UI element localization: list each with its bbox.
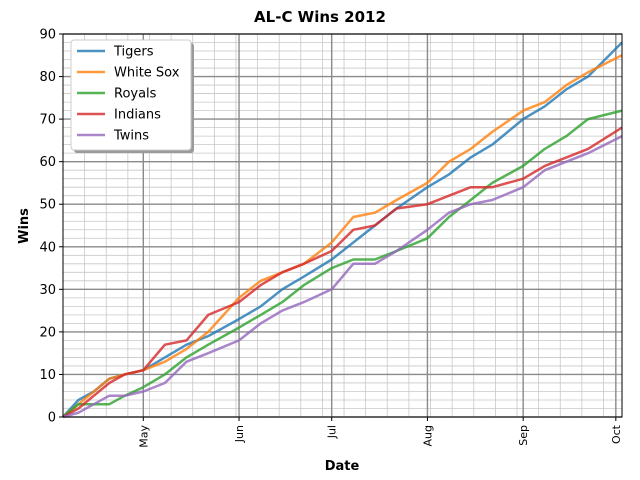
y-tick-label: 20 — [39, 325, 56, 340]
y-tick-label: 0 — [48, 411, 56, 426]
y-tick-label: 70 — [39, 113, 56, 128]
legend-box — [70, 39, 192, 151]
x-tick-label: May — [137, 425, 150, 448]
legend-label: Indians — [114, 108, 161, 123]
y-tick-label: 10 — [39, 368, 56, 383]
plot-frame — [62, 33, 623, 418]
legend: Tigers White Sox Royals Indians Twins — [70, 39, 194, 153]
legend-label: Twins — [113, 129, 149, 144]
series-line-twins — [62, 134, 623, 419]
series-line-indians — [62, 126, 623, 419]
legend-label: Tigers — [113, 45, 154, 60]
y-tick-label: 40 — [39, 240, 56, 255]
y-axis: 0 10 20 30 40 50 60 70 80 90 — [39, 28, 63, 426]
chart-title: AL-C Wins 2012 — [254, 8, 386, 26]
x-tick-label: Jun — [233, 425, 246, 443]
y-tick-label: 90 — [39, 28, 56, 43]
y-tick-label: 50 — [39, 198, 56, 213]
x-axis: May Jun Jul Aug Sep Oct — [137, 417, 623, 448]
legend-label: White Sox — [114, 66, 180, 81]
y-tick-label: 80 — [39, 70, 56, 85]
y-tick-label: 60 — [39, 155, 56, 170]
series-layer — [62, 41, 623, 419]
x-tick-label: Sep — [517, 425, 530, 446]
y-axis-label: Wins — [17, 208, 32, 244]
y-tick-label: 30 — [39, 283, 56, 298]
x-tick-label: Jul — [326, 425, 339, 439]
x-axis-label: Date — [325, 459, 360, 474]
x-tick-label: Aug — [421, 425, 434, 446]
x-tick-label: Oct — [610, 424, 623, 444]
legend-label: Royals — [114, 87, 157, 102]
